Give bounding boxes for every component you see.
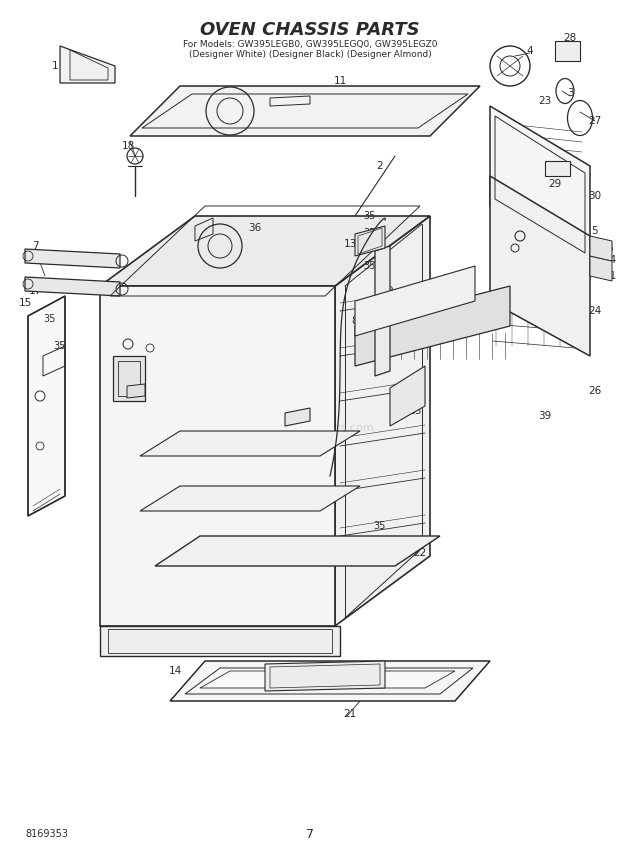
Text: 14: 14 (169, 666, 182, 676)
Text: 6: 6 (607, 243, 613, 253)
Polygon shape (28, 296, 65, 516)
Text: 5: 5 (591, 226, 598, 236)
Text: 31: 31 (603, 271, 617, 281)
Text: 4: 4 (526, 46, 533, 56)
Text: 24: 24 (588, 306, 601, 316)
Polygon shape (355, 266, 475, 336)
Text: 35: 35 (379, 89, 391, 99)
Text: 23: 23 (538, 96, 552, 106)
Text: 36: 36 (249, 223, 262, 233)
Text: 19: 19 (148, 341, 162, 351)
Text: 35: 35 (389, 106, 401, 116)
Text: 3: 3 (567, 88, 574, 98)
Polygon shape (590, 256, 612, 281)
Text: 10: 10 (146, 384, 159, 394)
Polygon shape (60, 46, 115, 83)
Text: 35: 35 (67, 56, 79, 66)
Polygon shape (285, 408, 310, 426)
Polygon shape (390, 366, 425, 426)
Polygon shape (130, 86, 480, 136)
Text: 11: 11 (334, 76, 347, 86)
Polygon shape (490, 176, 590, 356)
Text: OVEN CHASSIS PARTS: OVEN CHASSIS PARTS (200, 21, 420, 39)
Text: 7: 7 (32, 241, 38, 251)
Text: 35: 35 (44, 314, 56, 324)
Polygon shape (200, 671, 455, 688)
Text: (Designer White) (Designer Black) (Designer Almond): (Designer White) (Designer Black) (Desig… (188, 50, 432, 58)
Polygon shape (545, 161, 570, 176)
Polygon shape (140, 486, 360, 511)
Text: ReplacementParts.com: ReplacementParts.com (246, 423, 374, 433)
Text: 35: 35 (364, 211, 376, 221)
Polygon shape (100, 286, 335, 626)
Text: 33: 33 (520, 244, 534, 254)
Text: 17: 17 (29, 286, 42, 296)
Text: 7: 7 (306, 828, 314, 841)
Text: 35: 35 (374, 251, 386, 261)
Polygon shape (375, 246, 390, 376)
Text: 37: 37 (141, 389, 154, 399)
Text: 13: 13 (343, 239, 356, 249)
Text: 35: 35 (54, 341, 66, 351)
Text: For Models: GW395LEGB0, GW395LEGQ0, GW395LEGZ0: For Models: GW395LEGB0, GW395LEGQ0, GW39… (183, 39, 437, 49)
Polygon shape (355, 226, 385, 256)
Polygon shape (25, 249, 120, 268)
Text: 25: 25 (146, 376, 159, 386)
Polygon shape (590, 236, 612, 261)
Text: 35: 35 (374, 521, 386, 531)
Text: 12: 12 (123, 333, 136, 343)
Polygon shape (355, 286, 510, 366)
Polygon shape (155, 536, 440, 566)
Text: 18: 18 (122, 141, 135, 151)
Polygon shape (140, 431, 360, 456)
Text: 27: 27 (588, 116, 601, 126)
Text: 35: 35 (364, 228, 376, 238)
Text: 1: 1 (51, 61, 58, 71)
Polygon shape (25, 277, 120, 296)
Text: 35: 35 (364, 261, 376, 271)
Text: 35: 35 (132, 349, 144, 359)
Text: 34: 34 (603, 255, 617, 265)
Text: 38: 38 (339, 679, 352, 689)
Text: 30: 30 (588, 191, 601, 201)
Polygon shape (100, 626, 340, 656)
Polygon shape (113, 356, 145, 401)
Text: 8: 8 (352, 316, 358, 326)
Polygon shape (555, 41, 580, 61)
Text: 21: 21 (343, 709, 356, 719)
Text: 39: 39 (538, 411, 552, 421)
Text: 32: 32 (533, 228, 547, 238)
Text: 8169353: 8169353 (25, 829, 68, 839)
Polygon shape (490, 106, 590, 261)
Text: 22: 22 (414, 548, 427, 558)
Polygon shape (127, 384, 145, 398)
Polygon shape (265, 661, 385, 691)
Text: 2: 2 (377, 161, 383, 171)
Polygon shape (170, 661, 490, 701)
Text: 28: 28 (564, 33, 577, 43)
Text: 20: 20 (301, 421, 314, 431)
Text: 15: 15 (19, 298, 32, 308)
Polygon shape (100, 216, 430, 286)
Text: 29: 29 (548, 179, 562, 189)
Polygon shape (335, 216, 430, 626)
Text: 35: 35 (299, 416, 311, 426)
Text: 16: 16 (108, 396, 122, 406)
Text: 35: 35 (409, 406, 421, 416)
Text: 26: 26 (588, 386, 601, 396)
Text: 9: 9 (387, 286, 393, 296)
